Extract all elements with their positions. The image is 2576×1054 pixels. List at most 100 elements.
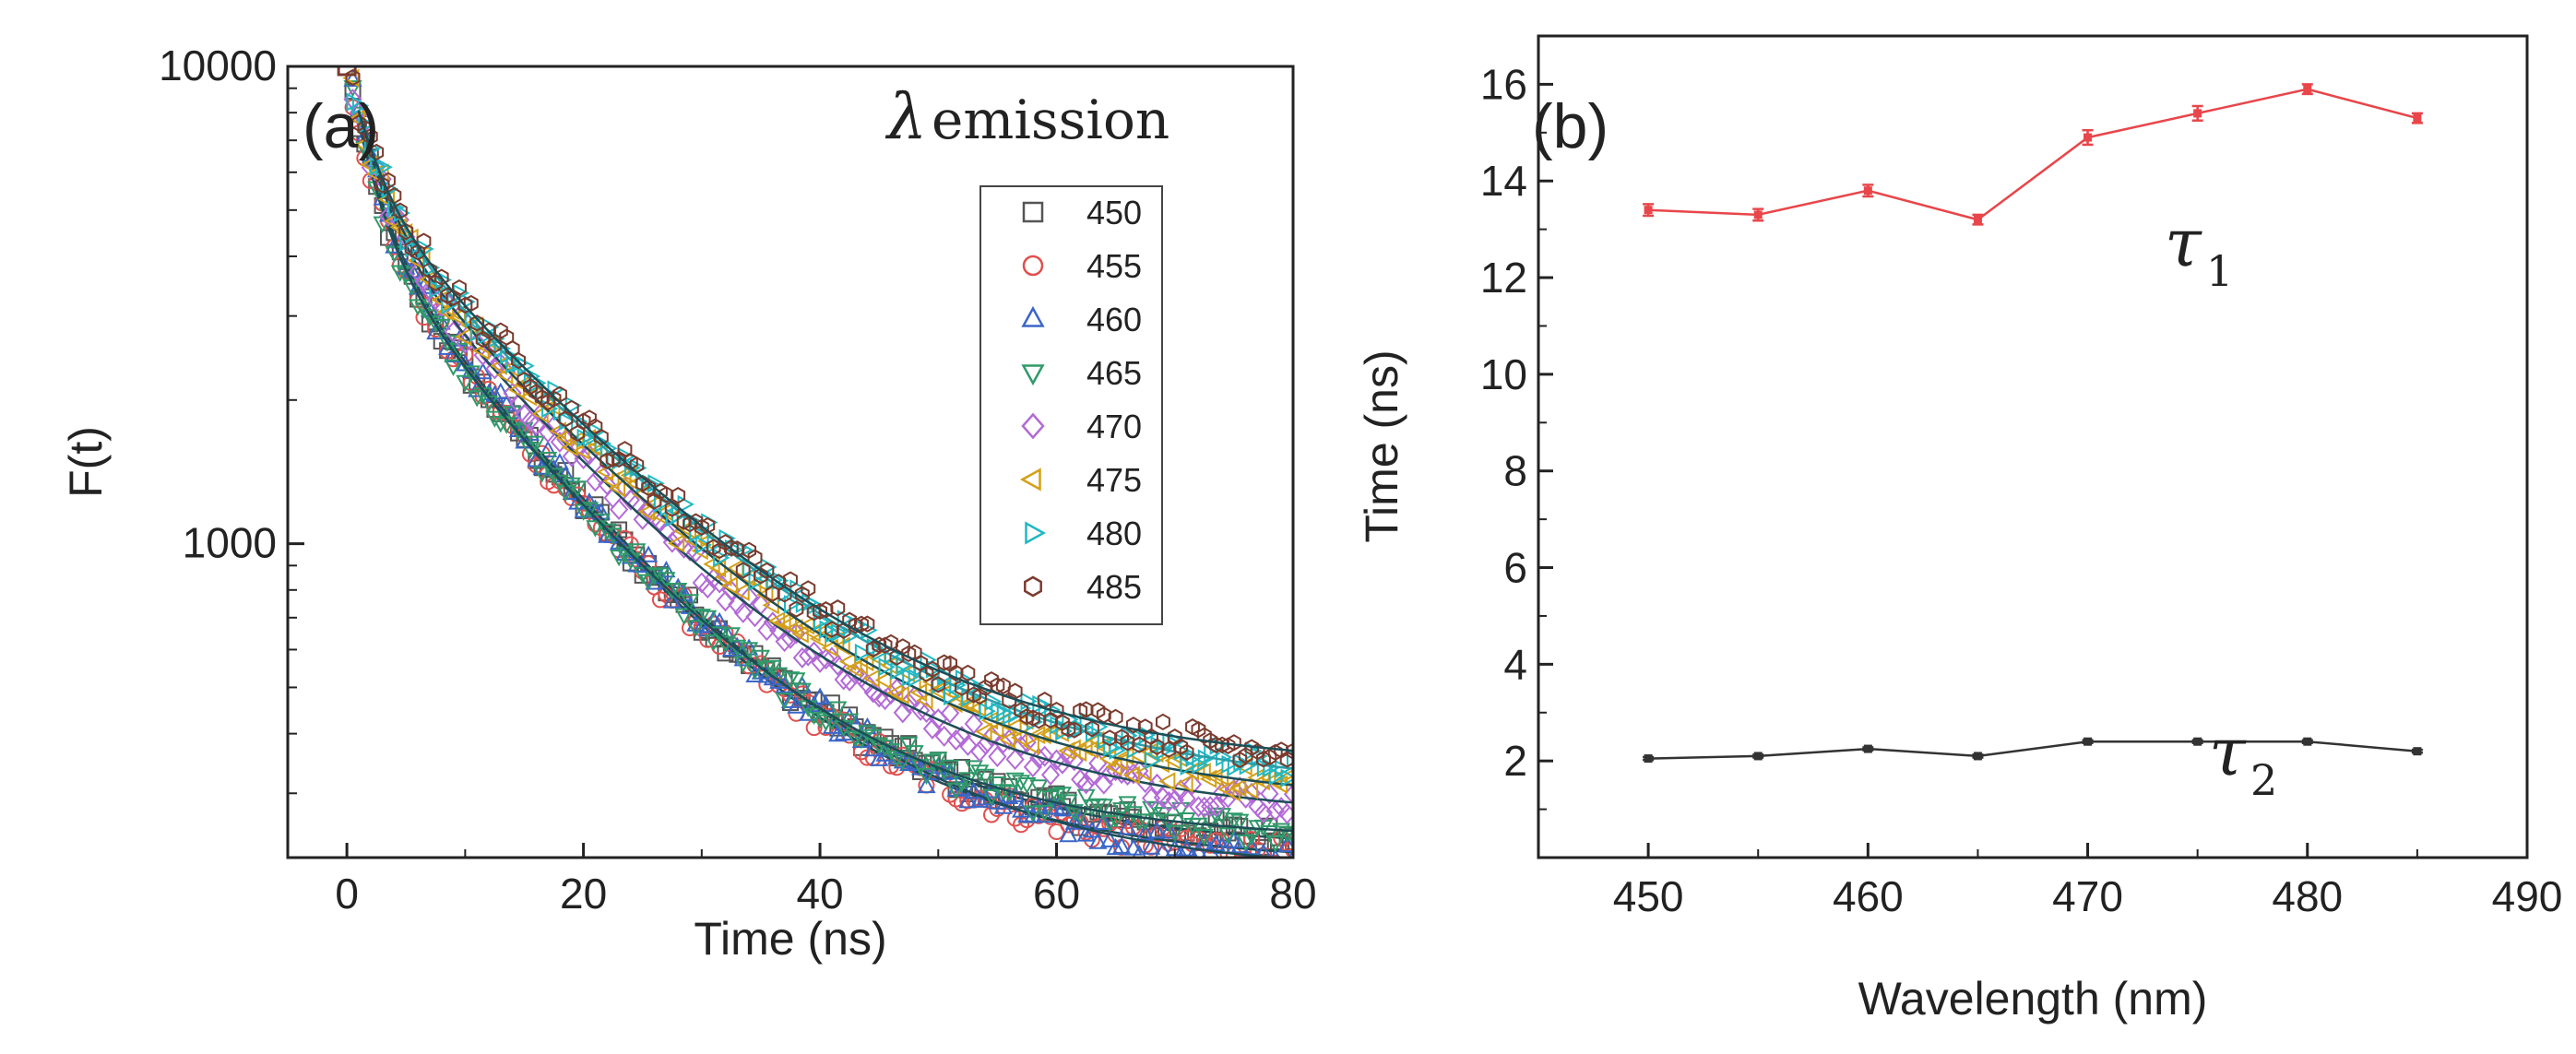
- x-tick-label: 480: [2272, 872, 2343, 920]
- legend-marker-475: [1019, 468, 1041, 491]
- x-tick-label: 490: [2492, 872, 2563, 920]
- data-point-τ1: [2083, 133, 2093, 142]
- data-point-475: [874, 670, 892, 690]
- x-tick-label: 460: [1833, 872, 1904, 920]
- peak-point: [337, 66, 357, 77]
- data-point-480: [789, 579, 807, 598]
- panel-a-frame: [286, 65, 1295, 859]
- data-point-470: [940, 702, 960, 724]
- legend-label-485: 485: [1086, 568, 1142, 606]
- data-point-470: [733, 601, 753, 623]
- data-point-465: [993, 784, 1013, 801]
- data-point-465: [899, 736, 919, 754]
- data-point-470: [1052, 752, 1073, 775]
- fit-curve-485: [357, 110, 1293, 752]
- data-point-485: [398, 222, 414, 241]
- legend-label-450: 450: [1086, 194, 1142, 231]
- data-point-465: [650, 567, 670, 585]
- data-point-460: [787, 696, 806, 714]
- data-point-480: [748, 572, 766, 591]
- data-point-475: [1004, 717, 1022, 737]
- data-point-465: [426, 315, 445, 333]
- data-point-465: [343, 80, 362, 98]
- data-point-460: [917, 776, 936, 794]
- data-point-465: [780, 671, 801, 689]
- data-point-τ2: [2413, 747, 2422, 756]
- data-point-485: [433, 268, 449, 286]
- tau2-symbol: τ: [2209, 713, 2247, 790]
- data-point-470: [893, 702, 912, 724]
- data-point-485: [1156, 713, 1170, 731]
- data-point-480: [1121, 726, 1138, 745]
- data-point-485: [1286, 742, 1293, 760]
- data-point-485: [694, 518, 709, 536]
- data-point-465: [568, 480, 588, 498]
- data-point-465: [875, 740, 895, 757]
- data-point-455: [1006, 810, 1024, 827]
- data-point-475: [1241, 780, 1259, 799]
- data-point-485: [1120, 734, 1135, 752]
- data-point-465: [751, 649, 770, 668]
- data-point-465: [1283, 828, 1293, 846]
- y-tick-label: 10000: [159, 41, 277, 89]
- data-point-485: [599, 452, 615, 469]
- data-point-480: [429, 279, 446, 299]
- data-point-465: [1118, 796, 1137, 813]
- data-point-475: [857, 653, 874, 672]
- data-point-460: [828, 725, 848, 742]
- data-point-485: [931, 676, 946, 693]
- data-point-485: [457, 296, 473, 314]
- fit-curve-465: [357, 122, 1293, 833]
- data-point-470: [609, 498, 629, 521]
- data-point-460: [1052, 799, 1072, 817]
- data-point-465: [598, 523, 617, 540]
- data-point-460: [1186, 847, 1199, 858]
- data-point-460: [1100, 830, 1120, 847]
- data-point-485: [848, 617, 863, 634]
- data-point-485: [1126, 716, 1141, 734]
- data-point-465: [1165, 824, 1184, 842]
- decay-data-layer: [337, 66, 1293, 858]
- data-point-485: [605, 450, 621, 468]
- data-point-485: [374, 176, 390, 194]
- data-point-475: [1134, 763, 1152, 782]
- data-point-485: [759, 562, 775, 580]
- data-point-465: [1076, 788, 1096, 807]
- data-point-460: [539, 440, 558, 457]
- data-point-460: [1173, 845, 1188, 858]
- data-point-460: [1255, 843, 1272, 858]
- data-point-465: [1094, 799, 1113, 816]
- data-point-465: [1064, 804, 1084, 822]
- legend-label-475: 475: [1086, 461, 1142, 499]
- data-point-485: [789, 600, 804, 618]
- data-point-470: [910, 699, 931, 721]
- data-point-465: [1194, 828, 1214, 847]
- data-point-480: [873, 642, 890, 661]
- y-tick-label: 8: [1503, 447, 1527, 495]
- data-point-470: [1182, 773, 1203, 796]
- y-tick-label: 1000: [183, 519, 277, 567]
- data-point-τ1: [1973, 215, 1982, 224]
- legend-label-460: 460: [1086, 301, 1142, 338]
- data-point-τ2: [2193, 737, 2202, 746]
- panel-a: 0 20 40 60 80 1000 10000 (a) Time (ns) F(t) λ…: [60, 41, 1317, 965]
- data-point-465: [456, 374, 475, 392]
- data-point-465: [721, 627, 741, 645]
- data-point-470: [922, 717, 943, 740]
- panel-a-y-ticks: 1000 10000: [159, 41, 304, 795]
- data-point-480: [1192, 755, 1209, 775]
- data-point-485: [960, 664, 976, 682]
- x-tick-label: 40: [796, 870, 843, 918]
- line-τ2: [1648, 740, 2418, 760]
- data-point-460: [870, 749, 889, 766]
- data-point-475: [708, 559, 727, 578]
- data-point-470: [1005, 748, 1025, 771]
- legend-title-emission: emission: [932, 89, 1169, 151]
- series-τ1: [1643, 83, 2423, 226]
- data-point-465: [680, 594, 700, 611]
- data-point-485: [1179, 743, 1194, 761]
- data-point-460: [1088, 832, 1108, 849]
- data-point-460: [1064, 812, 1084, 830]
- y-tick-label: 14: [1480, 157, 1527, 205]
- data-point-460: [473, 361, 493, 380]
